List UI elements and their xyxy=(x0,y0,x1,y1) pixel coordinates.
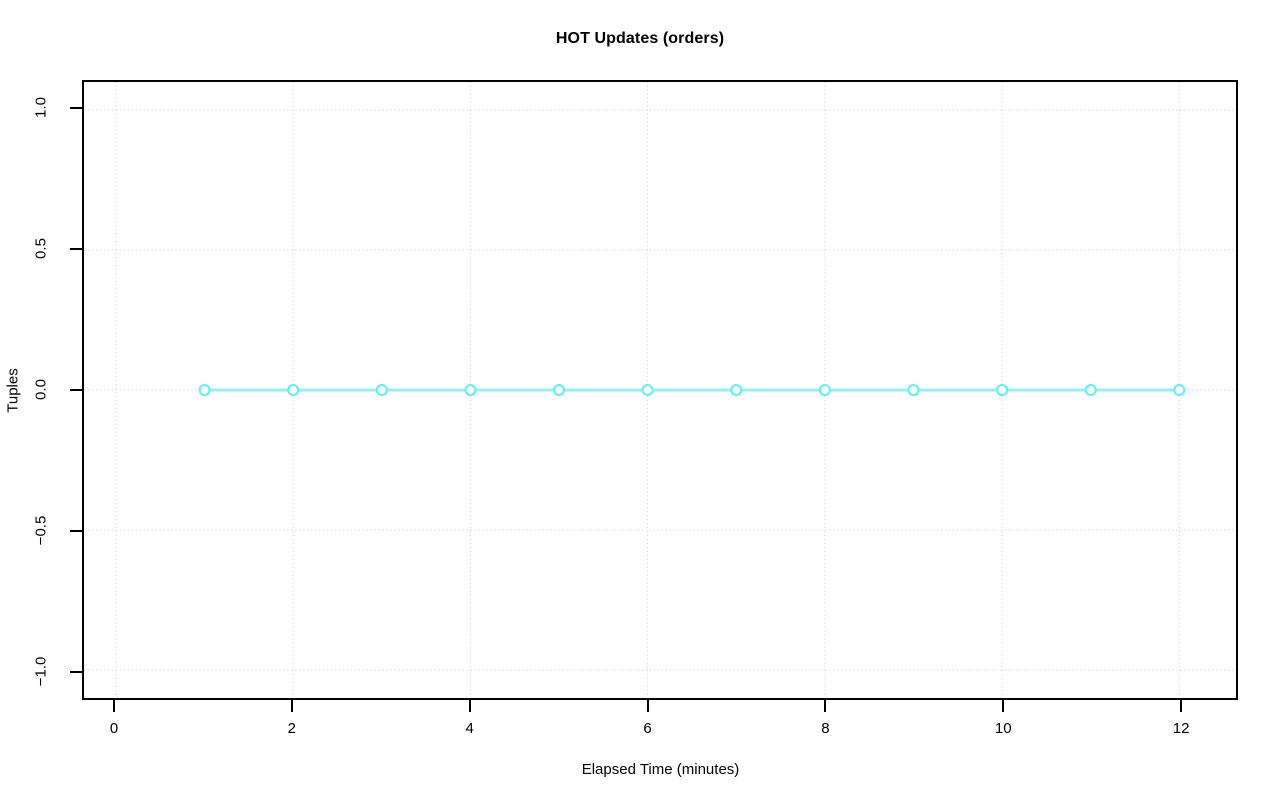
plot-area xyxy=(82,80,1238,700)
data-point-marker xyxy=(1173,384,1186,396)
x-tick-label: 0 xyxy=(109,720,119,737)
x-tick-mark xyxy=(1002,700,1005,712)
data-point-marker xyxy=(1084,384,1097,396)
y-tick-mark xyxy=(70,529,82,532)
data-point-marker xyxy=(375,384,388,396)
y-tick-label: −1.0 xyxy=(32,656,50,687)
data-point-marker xyxy=(907,384,920,396)
series-markers xyxy=(198,384,1186,396)
data-point-marker xyxy=(818,384,831,396)
x-tick-mark xyxy=(468,700,471,712)
data-point-marker xyxy=(287,384,300,396)
x-axis-label: Elapsed Time (minutes) xyxy=(581,761,740,778)
x-tick-label: 4 xyxy=(465,720,474,737)
vertical-gridlines xyxy=(115,82,1180,698)
y-tick-mark xyxy=(70,248,82,251)
x-tick-mark xyxy=(646,700,649,712)
x-tick-label: 8 xyxy=(821,720,830,737)
x-tick-mark xyxy=(824,700,827,712)
x-tick-label: 2 xyxy=(287,720,297,737)
x-tick-mark xyxy=(290,700,293,712)
y-tick-label: 1.0 xyxy=(32,97,50,119)
x-tick-mark xyxy=(1180,700,1183,712)
x-tick-mark xyxy=(113,700,115,712)
x-tick-label: 10 xyxy=(994,720,1012,737)
y-tick-mark xyxy=(70,389,82,391)
x-tick-label: 12 xyxy=(1172,720,1190,737)
data-point-marker xyxy=(996,384,1009,396)
y-axis-label: Tuples xyxy=(4,368,22,413)
y-tick-mark xyxy=(70,107,82,110)
y-tick-mark xyxy=(70,670,82,673)
page-title: HOT Updates (orders) xyxy=(555,30,725,47)
y-tick-label: 0.0 xyxy=(32,379,50,400)
data-point-marker xyxy=(464,384,477,396)
data-point-marker xyxy=(730,384,743,396)
y-tick-label: −0.5 xyxy=(32,515,50,546)
plot-canvas xyxy=(84,82,1236,698)
data-point-marker xyxy=(641,384,654,396)
y-tick-label: 0.5 xyxy=(32,238,50,260)
data-point-marker xyxy=(553,384,565,396)
x-tick-label: 6 xyxy=(643,720,652,737)
data-point-marker xyxy=(198,384,211,396)
